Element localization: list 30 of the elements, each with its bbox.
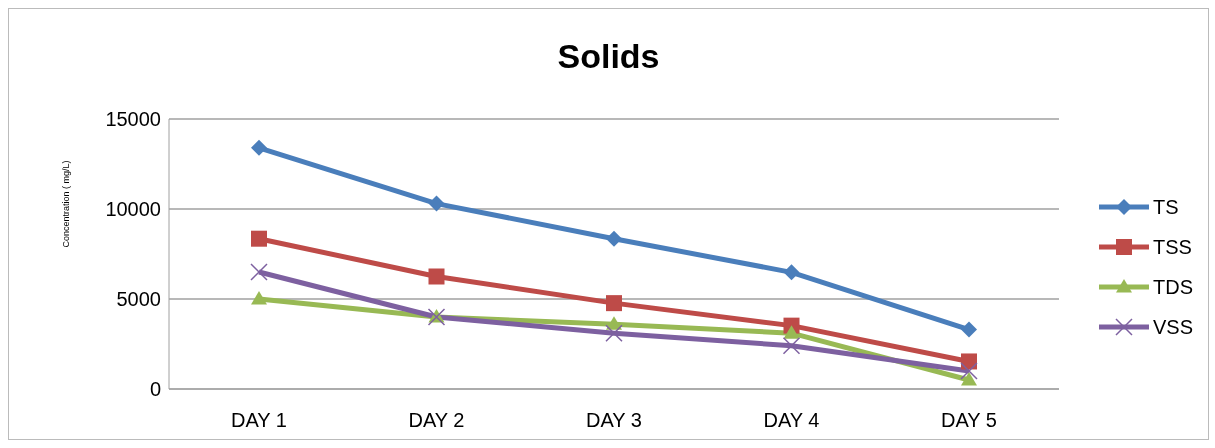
point: [782, 337, 801, 355]
legend-label: TS: [1153, 195, 1179, 219]
point: [428, 268, 445, 285]
y-tick-label: 5000: [116, 288, 161, 311]
y-tick-label: 10000: [105, 198, 161, 221]
point: [251, 291, 267, 305]
legend-label: TSS: [1153, 235, 1192, 259]
point: [961, 372, 977, 386]
point: [250, 263, 268, 281]
chart-title: Solids: [556, 37, 661, 76]
point: [606, 295, 622, 312]
point: [251, 139, 267, 156]
point: [783, 264, 800, 281]
point: [605, 324, 623, 342]
x-tick-label: DAY 2: [408, 409, 465, 432]
x-tick-label: DAY 5: [941, 409, 997, 432]
y-tick-label: 15000: [105, 108, 161, 131]
y-tick-label: 0: [149, 378, 161, 401]
legend-label: TDS: [1153, 275, 1193, 299]
legend-label: VSS: [1153, 315, 1194, 339]
point: [428, 195, 445, 212]
x-tick-label: DAY 4: [763, 409, 820, 432]
point: [783, 325, 800, 339]
point: [251, 230, 267, 247]
x-tick-label: DAY 1: [231, 409, 287, 432]
point: [961, 321, 977, 338]
point: [606, 230, 622, 247]
x-tick-label: DAY 3: [586, 409, 642, 432]
y-axis-title: Concentration ( mg/L): [61, 159, 71, 250]
point: [960, 362, 978, 380]
